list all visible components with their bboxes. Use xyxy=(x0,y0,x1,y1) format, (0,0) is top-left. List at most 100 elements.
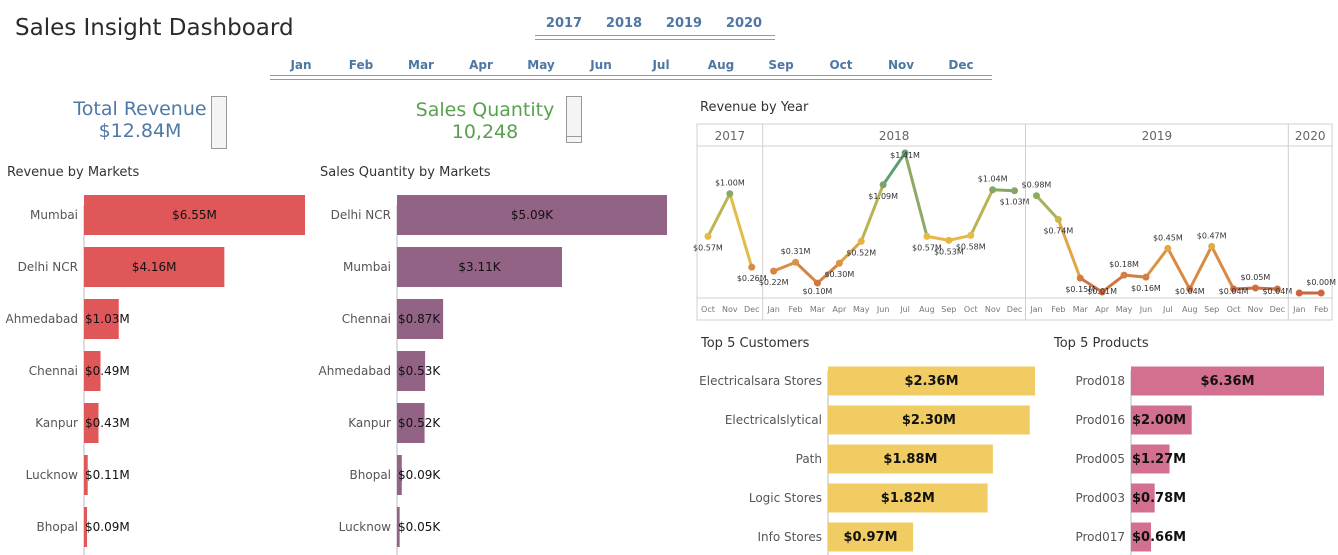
month-tick-2018-jan: Jan xyxy=(766,305,779,314)
point-2018-sep xyxy=(945,236,953,244)
top-customers-chart: Electricalsara Stores $2.36M Electricalsly… xyxy=(699,366,1035,555)
month-tick-2019-dec: Dec xyxy=(1270,305,1285,314)
point-2019-aug xyxy=(1186,285,1194,293)
series-segment-2018-6 xyxy=(903,151,929,238)
data-label-bhopal: $0.09M xyxy=(85,520,130,534)
data-label-kanpur: $0.43M xyxy=(85,416,130,430)
data-label-2018-sep: $0.53M xyxy=(934,247,964,256)
kpi-revenue-scrollbar[interactable] xyxy=(211,96,227,149)
data-label-2019-apr: $0.01M xyxy=(1087,287,1117,296)
month-filter-apr[interactable]: Apr xyxy=(469,58,493,72)
data-label-2019-feb: $0.74M xyxy=(1043,227,1073,236)
series-segment-2018-8 xyxy=(947,233,973,242)
month-tick-2019-feb: Feb xyxy=(1051,305,1065,314)
category-label-bhopal: Bhopal xyxy=(37,520,78,534)
data-label-electricalsara-stores: $2.36M xyxy=(904,374,958,389)
data-label-prod017: $0.66M xyxy=(1132,530,1186,545)
kpi-revenue-value: $12.84M xyxy=(98,120,182,142)
point-2019-feb xyxy=(1054,216,1062,224)
month-filter-feb[interactable]: Feb xyxy=(348,58,374,72)
month-tick-2018-jun: Jun xyxy=(876,305,890,314)
year-header-2017: 2017 xyxy=(715,129,746,143)
point-2019-jan xyxy=(1032,192,1040,200)
qty-by-markets-chart: Delhi NCR $5.09K Mumbai $3.11K Chennai $0.87K… xyxy=(319,195,667,555)
series-segment-2018-1 xyxy=(794,260,819,285)
month-tick-2019-aug: Aug xyxy=(1182,305,1198,314)
bar-path xyxy=(828,444,993,474)
bar-ahmedabad xyxy=(84,299,119,339)
bar-kanpur xyxy=(84,403,99,443)
data-label-delhi-ncr: $4.16M xyxy=(132,260,177,274)
category-label-bhopal: Bhopal xyxy=(350,468,391,482)
month-tick-2018-dec: Dec xyxy=(1007,305,1022,314)
series-segment-2018-0 xyxy=(772,260,798,273)
kpi-qty-value: 10,248 xyxy=(451,121,519,141)
point-2017-dec xyxy=(748,263,756,271)
data-label-lucknow: $0.05K xyxy=(398,520,441,534)
data-label-path: $1.88M xyxy=(883,452,937,467)
kpi-qty-label: Sales Quantity xyxy=(415,99,555,121)
data-label-2017-nov: $1.00M xyxy=(715,179,745,188)
kpi-qty-scrollbar[interactable] xyxy=(566,96,582,143)
bar-bhopal xyxy=(84,507,88,547)
month-tick-2018-may: May xyxy=(853,305,870,314)
data-label-2018-jul: $1.41M xyxy=(890,151,920,160)
data-label-2018-dec: $1.03M xyxy=(1000,198,1030,207)
month-filter-aug[interactable]: Aug xyxy=(707,58,735,72)
category-label-kanpur: Kanpur xyxy=(348,416,391,430)
series-segment-2019-9 xyxy=(1232,286,1257,291)
series-segment-2019-3 xyxy=(1100,273,1126,294)
point-2018-dec xyxy=(1011,187,1019,195)
point-2019-jul xyxy=(1164,244,1172,252)
bar-lucknow xyxy=(397,507,400,547)
data-label-2019-jan: $0.98M xyxy=(1022,181,1052,190)
month-tick-2019-apr: Apr xyxy=(1095,305,1110,314)
series-segment-2018-9 xyxy=(969,188,995,237)
point-2020-jan xyxy=(1295,289,1303,297)
series-segment-2019-8 xyxy=(1210,244,1236,291)
data-label-lucknow: $0.11M xyxy=(85,468,130,482)
category-label-prod003: Prod003 xyxy=(1075,491,1125,505)
category-label-logic-stores: Logic Stores xyxy=(749,491,822,505)
month-filter-jul[interactable]: Jul xyxy=(652,58,670,72)
series-segment-2019-7 xyxy=(1188,244,1214,291)
month-filter-nov[interactable]: Nov xyxy=(887,58,915,72)
category-label-kanpur: Kanpur xyxy=(35,416,78,430)
data-label-prod003: $0.78M xyxy=(1132,491,1186,506)
month-filter-sep[interactable]: Sep xyxy=(768,58,794,72)
year-filter-2018[interactable]: 2018 xyxy=(605,16,643,31)
month-filter-may[interactable]: May xyxy=(527,58,555,72)
month-tick-2017-dec: Dec xyxy=(744,305,759,314)
point-2019-jun xyxy=(1142,273,1150,281)
top-customers-title: Top 5 Customers xyxy=(701,336,810,351)
category-label-lucknow: Lucknow xyxy=(26,468,79,482)
point-2018-may xyxy=(857,237,865,245)
bar-info-stores xyxy=(828,522,914,552)
year-filter-2020[interactable]: 2020 xyxy=(725,16,763,31)
category-label-chennai: Chennai xyxy=(29,364,78,378)
month-filter-oct[interactable]: Oct xyxy=(829,58,853,72)
series-segment-2019-6 xyxy=(1166,246,1192,291)
data-label-2018-apr: $0.30M xyxy=(824,270,854,279)
year-filter-2017[interactable]: 2017 xyxy=(545,16,583,31)
month-tick-2020-feb: Feb xyxy=(1314,305,1328,314)
kpi-revenue-label: Total Revenue xyxy=(73,98,207,120)
category-label-prod017: Prod017 xyxy=(1075,530,1125,544)
point-2017-nov xyxy=(726,190,734,198)
series-segment-2019-5 xyxy=(1144,246,1170,279)
month-tick-2018-oct: Oct xyxy=(964,305,978,314)
month-tick-2019-may: May xyxy=(1116,305,1133,314)
year-filter-2019[interactable]: 2019 xyxy=(665,16,703,31)
month-filter-mar[interactable]: Mar xyxy=(408,58,434,72)
data-label-prod018: $6.36M xyxy=(1200,374,1254,389)
data-label-2018-jan: $0.22M xyxy=(759,278,789,287)
month-filter-jan[interactable]: Jan xyxy=(290,58,312,72)
data-label-prod005: $1.27M xyxy=(1132,452,1186,467)
bar-ahmedabad xyxy=(397,351,426,391)
month-filter-jun[interactable]: Jun xyxy=(590,58,612,72)
category-label-chennai: Chennai xyxy=(342,312,391,326)
month-tick-2018-aug: Aug xyxy=(919,305,935,314)
month-tick-2019-jun: Jun xyxy=(1139,305,1153,314)
month-filter-dec[interactable]: Dec xyxy=(948,58,974,72)
data-label-2018-mar: $0.10M xyxy=(803,287,833,296)
